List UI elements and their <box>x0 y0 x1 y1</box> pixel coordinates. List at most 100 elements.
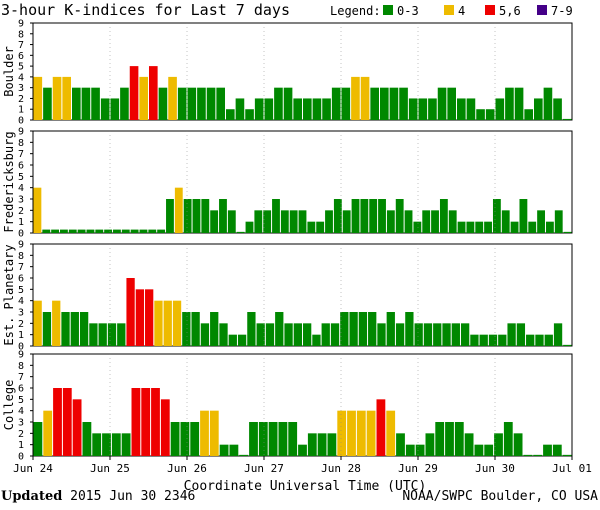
bar-fredericksburg <box>333 199 342 233</box>
legend-label-5-6: 5,6 <box>499 4 521 18</box>
y-tick-label: 9 <box>18 240 24 251</box>
y-tick-label: 1 <box>18 105 24 116</box>
bar-fredericksburg <box>528 221 537 233</box>
x-tick-label: Jun 29 <box>398 462 438 475</box>
y-tick-label: 0 <box>18 116 24 127</box>
x-tick-label: Jul 01 <box>552 462 592 475</box>
bar-est-planetary <box>70 312 79 346</box>
bar-boulder <box>43 87 52 120</box>
bar-est-planetary <box>442 323 451 346</box>
bar-fredericksburg <box>227 210 236 233</box>
bar-fredericksburg <box>139 229 148 233</box>
bar-est-planetary <box>451 323 460 346</box>
bar-college <box>523 454 533 456</box>
bar-est-planetary <box>228 334 237 346</box>
y-tick-label: 1 <box>18 330 24 341</box>
legend-swatch-0-3 <box>383 5 393 15</box>
bar-boulder <box>437 87 447 120</box>
bar-est-planetary <box>42 312 52 346</box>
bar-est-planetary <box>237 334 247 346</box>
bar-college <box>445 422 454 456</box>
bar-college <box>249 422 258 456</box>
bar-fredericksburg <box>280 210 289 233</box>
bar-fredericksburg <box>201 199 210 233</box>
bar-fredericksburg <box>236 231 245 233</box>
bar-fredericksburg <box>563 231 572 233</box>
x-tick-label: Jun 25 <box>90 462 130 475</box>
bar-boulder <box>283 87 293 120</box>
bar-college <box>239 454 249 456</box>
bar-est-planetary <box>247 312 256 346</box>
bar-est-planetary <box>479 334 488 346</box>
bar-fredericksburg <box>351 199 360 233</box>
bar-college <box>102 433 111 456</box>
bar-boulder <box>476 109 485 120</box>
bar-est-planetary <box>33 300 42 346</box>
bar-college <box>356 410 366 456</box>
bar-college <box>396 433 405 456</box>
bar-fredericksburg <box>545 221 554 233</box>
updated-value: 2015 Jun 30 2346 <box>70 489 196 504</box>
bar-college <box>513 433 523 456</box>
bar-est-planetary <box>163 300 172 346</box>
bar-fredericksburg <box>369 199 378 233</box>
bar-college <box>111 433 121 456</box>
bar-est-planetary <box>172 300 182 346</box>
bar-fredericksburg <box>537 210 545 233</box>
bar-fredericksburg <box>60 229 68 233</box>
bar-est-planetary <box>395 323 405 346</box>
bar-boulder <box>322 98 331 120</box>
bar-boulder <box>418 98 428 120</box>
bar-boulder <box>495 98 505 120</box>
bar-college <box>533 454 543 456</box>
bar-est-planetary <box>191 312 200 346</box>
chart-title: 3-hour K-indices for Last 7 days <box>1 1 290 19</box>
bar-fredericksburg <box>183 199 192 233</box>
bar-college <box>474 444 484 456</box>
bar-boulder <box>158 87 168 120</box>
bar-est-planetary <box>507 323 516 346</box>
bar-college <box>209 410 219 456</box>
bar-fredericksburg <box>157 229 166 233</box>
bar-boulder <box>187 87 197 120</box>
bar-college <box>131 388 141 456</box>
bar-est-planetary <box>312 334 321 346</box>
bar-boulder <box>303 98 312 120</box>
bar-boulder <box>100 98 110 120</box>
bar-boulder <box>110 98 120 120</box>
bar-college <box>366 410 376 456</box>
y-tick-label: 3 <box>18 83 24 94</box>
y-tick-label: 4 <box>18 72 24 83</box>
bar-boulder <box>514 87 524 120</box>
y-tick-label: 3 <box>18 308 24 319</box>
bar-est-planetary <box>182 312 191 346</box>
bar-college <box>268 422 278 456</box>
station-label-fredericksburg: Fredericksburg <box>2 131 16 232</box>
bar-college <box>337 410 347 456</box>
bar-est-planetary <box>526 334 535 346</box>
bar-est-planetary <box>488 334 498 346</box>
bar-college <box>562 454 572 456</box>
bar-boulder <box>466 98 476 120</box>
bar-fredericksburg <box>484 221 492 233</box>
bar-college <box>552 444 562 456</box>
bar-fredericksburg <box>272 199 280 233</box>
y-tick-label: 5 <box>18 172 24 183</box>
bar-college <box>43 410 53 456</box>
bar-boulder <box>235 98 245 120</box>
x-tick-label: Jun 27 <box>244 462 284 475</box>
bar-boulder <box>245 109 254 120</box>
bar-boulder <box>129 66 139 120</box>
bar-boulder <box>524 109 533 120</box>
bar-college <box>386 410 396 456</box>
legend-swatch-7-9 <box>537 5 547 15</box>
bar-college <box>62 388 72 456</box>
bar-est-planetary <box>321 323 330 346</box>
bar-fredericksburg <box>360 199 369 233</box>
bar-boulder <box>380 87 389 120</box>
bar-fredericksburg <box>289 210 298 233</box>
bar-boulder <box>168 76 177 120</box>
x-tick-label: Jun 30 <box>475 462 515 475</box>
y-tick-label: 0 <box>18 452 24 463</box>
bar-college <box>464 433 474 456</box>
